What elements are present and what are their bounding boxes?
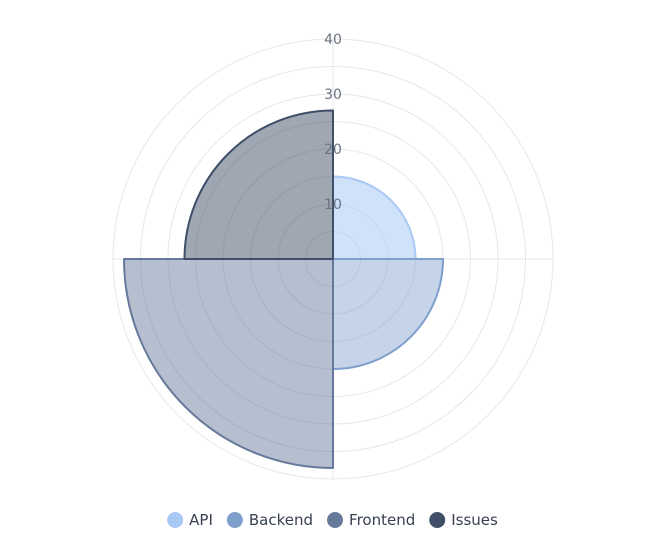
legend-item-issues[interactable]: Issues <box>429 511 498 529</box>
r-tick-label: 10 <box>324 197 342 213</box>
r-tick-label: 20 <box>324 142 342 158</box>
legend-label-backend: Backend <box>249 511 313 529</box>
wedge-frontend[interactable] <box>123 258 334 469</box>
legend-item-frontend[interactable]: Frontend <box>327 511 415 529</box>
legend-item-api[interactable]: API <box>167 511 213 529</box>
grid-ring-40 <box>112 38 554 480</box>
legend-label-issues: Issues <box>451 511 498 529</box>
wedge-issues[interactable] <box>183 109 334 260</box>
legend-label-frontend: Frontend <box>349 511 415 529</box>
wedge-api[interactable] <box>332 175 417 260</box>
r-tick-label: 40 <box>324 32 342 48</box>
legend-swatch-frontend <box>327 512 344 528</box>
r-tick-label: 30 <box>324 87 342 103</box>
legend-swatch-backend <box>226 512 243 528</box>
wedge-backend[interactable] <box>332 258 444 370</box>
legend-item-backend[interactable]: Backend <box>226 511 313 529</box>
legend-label-api: API <box>189 511 213 529</box>
legend-swatch-issues <box>429 512 446 528</box>
legend[interactable]: API Backend Frontend Issues <box>167 511 498 529</box>
legend-swatch-api <box>167 512 184 528</box>
tick-layer: 10 20 30 40 <box>324 32 342 213</box>
series-layer <box>123 109 444 469</box>
